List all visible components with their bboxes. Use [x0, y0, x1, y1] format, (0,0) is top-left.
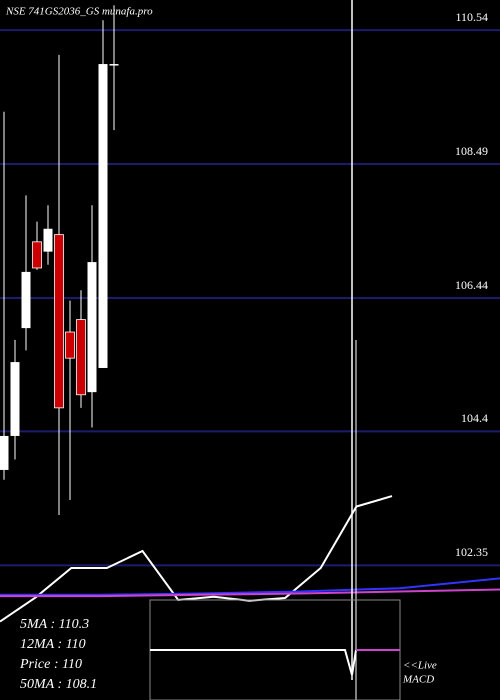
macd-line	[150, 649, 357, 676]
candle-body	[65, 331, 75, 359]
chart-title: NSE 741GS2036_GS munafa.pro	[5, 6, 153, 18]
y-tick-label: 108.49	[455, 144, 488, 158]
macd-label: MACD	[402, 674, 434, 686]
candle-body	[43, 228, 53, 252]
candle-body	[76, 319, 86, 396]
y-tick-label: 104.4	[461, 411, 488, 425]
candle-body	[32, 241, 42, 269]
candle-body	[98, 64, 108, 368]
annotation: Price : 110	[19, 657, 82, 672]
y-tick-label: 106.44	[455, 278, 488, 292]
candle-body	[54, 234, 64, 409]
candle-body	[87, 262, 97, 393]
indicator-line	[0, 495, 393, 623]
candles	[0, 5, 119, 516]
grid: 110.54 108.49 106.44 104.4 102.35	[0, 10, 500, 567]
indicator-line	[0, 588, 500, 598]
annotation: 5MA : 110.3	[20, 617, 89, 632]
candle-body	[10, 362, 20, 436]
annotation: 12MA : 110	[20, 637, 86, 652]
y-tick-label: 102.35	[455, 545, 488, 559]
candle-body	[0, 435, 9, 470]
annotations: 5MA : 110.3 12MA : 110 Price : 110 50MA : 1…	[19, 617, 97, 692]
macd-label: <<Live	[403, 660, 437, 672]
y-tick-label: 110.54	[455, 10, 488, 24]
indicator-line	[0, 577, 500, 596]
candle-body	[109, 64, 119, 66]
indicator-lines	[0, 495, 500, 623]
annotation: 50MA : 108.1	[20, 677, 97, 692]
candle-body	[21, 271, 31, 329]
